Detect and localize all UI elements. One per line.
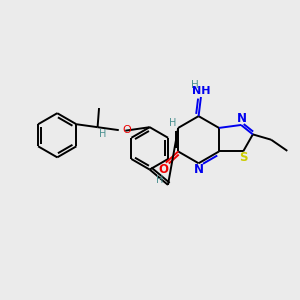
Text: NH: NH [192, 85, 211, 95]
Text: H: H [190, 80, 198, 90]
Text: S: S [239, 152, 248, 164]
Text: O: O [158, 163, 169, 176]
Text: H: H [156, 175, 164, 184]
Text: O: O [122, 125, 131, 135]
Text: H: H [169, 118, 176, 128]
Text: N: N [194, 163, 204, 176]
Text: N: N [237, 112, 247, 125]
Text: H: H [99, 129, 106, 139]
